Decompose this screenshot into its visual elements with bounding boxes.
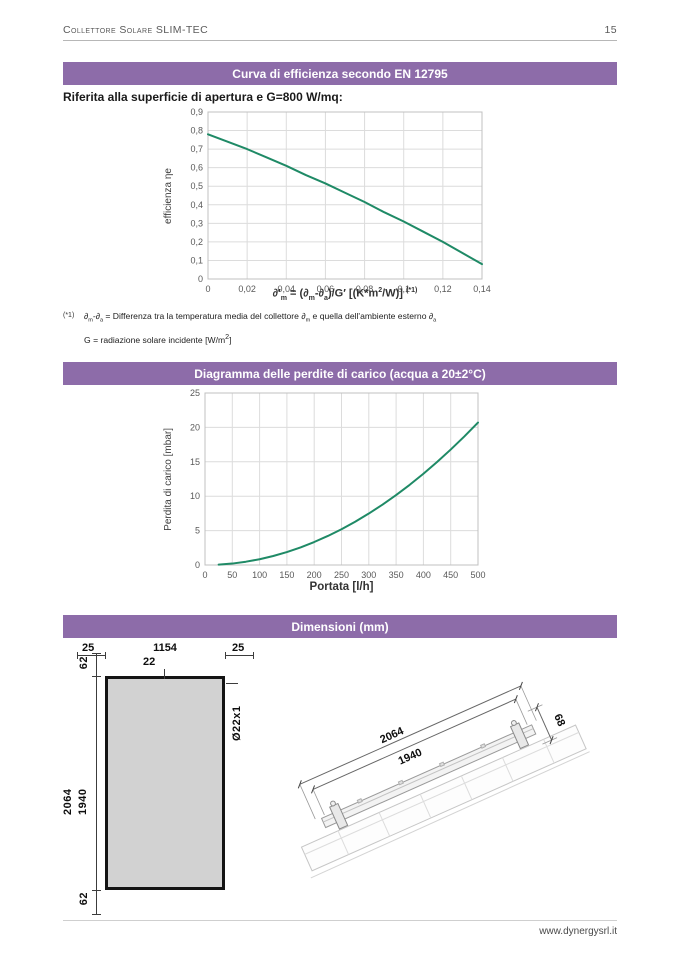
x-tick-label: 0,02 <box>238 284 256 294</box>
x-tick-label: 100 <box>252 570 267 580</box>
y-tick-label: 0,6 <box>190 163 203 173</box>
efficiency-chart-ylabel: efficienza ηe <box>160 112 176 279</box>
x-tick-label: 200 <box>307 570 322 580</box>
dim-tick <box>164 669 165 679</box>
x-tick-label: 0,04 <box>278 284 296 294</box>
efficiency-subtitle: Riferita alla superficie di apertura e G… <box>63 90 343 104</box>
side-view-drawing: 2064 1940 68 <box>297 681 590 879</box>
y-tick-label: 10 <box>190 491 200 501</box>
dim-line <box>225 655 253 656</box>
dim-margin-right-label: 25 <box>232 642 245 654</box>
footnote-marker: (*1) <box>63 312 75 319</box>
dim-pipe-label: Ø22x1 <box>231 705 243 741</box>
x-tick-label: 350 <box>389 570 404 580</box>
x-tick-label: 450 <box>443 570 458 580</box>
dim-edge-bottom-label: 62 <box>78 892 90 906</box>
dim-length-aperture-label: 1940 <box>77 788 89 815</box>
footer-rule <box>63 920 617 921</box>
dim-side-thickness-label: 68 <box>551 712 567 728</box>
roof-sheet <box>300 724 587 872</box>
pressure-drop-chart: 0 50 100 150 200 250 300 350 400 450 500 0 5 10 15 20 25… <box>160 388 500 603</box>
y-tick-label: 5 <box>195 526 200 536</box>
banner-dimensions: Dimensioni (mm) <box>63 615 617 638</box>
dim-tick <box>92 676 101 677</box>
y-tick-label: 0,5 <box>190 181 203 191</box>
x-tick-label: 0,08 <box>356 284 374 294</box>
front-view-drawing: 25 1154 25 22 62 2064 1940 62 Ø22x1 <box>60 642 270 925</box>
x-tick-label: 50 <box>227 570 237 580</box>
dim-width-total-label: 1154 <box>153 642 177 654</box>
banner-pressure-drop: Diagramma delle perdite di carico (acqua… <box>63 362 617 385</box>
dim-line <box>77 655 105 656</box>
page-number: 15 <box>604 24 617 36</box>
y-tick-label: 0,8 <box>190 126 203 136</box>
y-tick-label: 0 <box>198 274 203 284</box>
dim-tick <box>226 683 238 684</box>
dim-line <box>96 653 97 915</box>
dim-tick <box>105 652 106 659</box>
efficiency-chart: 0 0,02 0,04 0,06 0,08 0,1 0,12 0,14 0 0,1 0,2 0,3 0,… <box>160 106 500 306</box>
pressure-chart-ylabel-text: Perdita di carico [mbar] <box>162 427 174 531</box>
footnote-line1: ∂m-∂a = Differenza tra la temperatura me… <box>84 311 437 324</box>
y-tick-label: 0,9 <box>190 107 203 117</box>
x-tick-label: 300 <box>361 570 376 580</box>
chart2-canvas: 0 50 100 150 200 250 300 350 400 450 500 0 5 10 15 20 25 <box>190 388 486 580</box>
dim-tick <box>253 652 254 659</box>
pressure-chart-ylabel: Perdita di carico [mbar] <box>160 393 176 565</box>
dim-tick <box>77 652 78 659</box>
y-tick-label: 15 <box>190 457 200 467</box>
dim-tick <box>225 652 226 659</box>
y-tick-label: 20 <box>190 422 200 432</box>
dim-edge-top-label: 62 <box>78 656 90 670</box>
dim-tick <box>92 653 101 654</box>
dim-offset-label: 22 <box>143 656 156 668</box>
x-tick-label: 150 <box>279 570 294 580</box>
x-tick-label: 0,06 <box>317 284 335 294</box>
x-tick-label: 0,1 <box>397 284 410 294</box>
x-tick-label: 250 <box>334 570 349 580</box>
dim-side-length-aperture-label: 1940 <box>397 747 424 768</box>
document-title: Collettore Solare SLIM-TEC <box>63 24 209 36</box>
dim-tick <box>92 890 101 891</box>
chart2-series-line <box>217 421 479 566</box>
dim-margin-left-label: 25 <box>82 642 95 654</box>
chart1-series-line <box>207 133 483 266</box>
y-tick-label: 0,4 <box>190 200 203 210</box>
y-tick-label: 0,7 <box>190 144 203 154</box>
y-tick-label: 0,2 <box>190 237 203 247</box>
efficiency-chart-xlabel: ∂′m = (∂m-∂a)/G′ [(K*m2/W)] (*1) <box>272 287 418 302</box>
y-tick-label: 0,1 <box>190 255 203 265</box>
x-tick-label: 0 <box>202 570 207 580</box>
collector-profile <box>320 724 537 829</box>
header-rule <box>63 40 617 41</box>
banner-efficiency: Curva di efficienza secondo EN 12795 <box>63 62 617 85</box>
pressure-chart-xlabel: Portata [l/h] <box>309 581 374 593</box>
dim-length-total-label: 2064 <box>62 788 74 815</box>
y-tick-label: 25 <box>190 388 200 398</box>
chart1-canvas: 0 0,02 0,04 0,06 0,08 0,1 0,12 0,14 0 0,1 0,2 0,3 0,… <box>190 107 491 294</box>
y-tick-label: 0,3 <box>190 218 203 228</box>
collector-panel-rect <box>105 676 225 890</box>
dim-tick <box>92 914 101 915</box>
footnote-line2: G = radiazione solare incidente [W/m2] <box>84 333 232 345</box>
x-tick-label: 0 <box>205 284 210 294</box>
efficiency-chart-ylabel-text: efficienza ηe <box>162 167 174 224</box>
x-tick-label: 400 <box>416 570 431 580</box>
x-tick-label: 0,12 <box>434 284 452 294</box>
page-header: Collettore Solare SLIM-TEC 15 <box>63 24 617 36</box>
y-tick-label: 0 <box>195 560 200 570</box>
x-tick-label: 0,14 <box>473 284 491 294</box>
x-tick-label: 500 <box>470 570 485 580</box>
footer-website: www.dynergysrl.it <box>539 926 617 937</box>
